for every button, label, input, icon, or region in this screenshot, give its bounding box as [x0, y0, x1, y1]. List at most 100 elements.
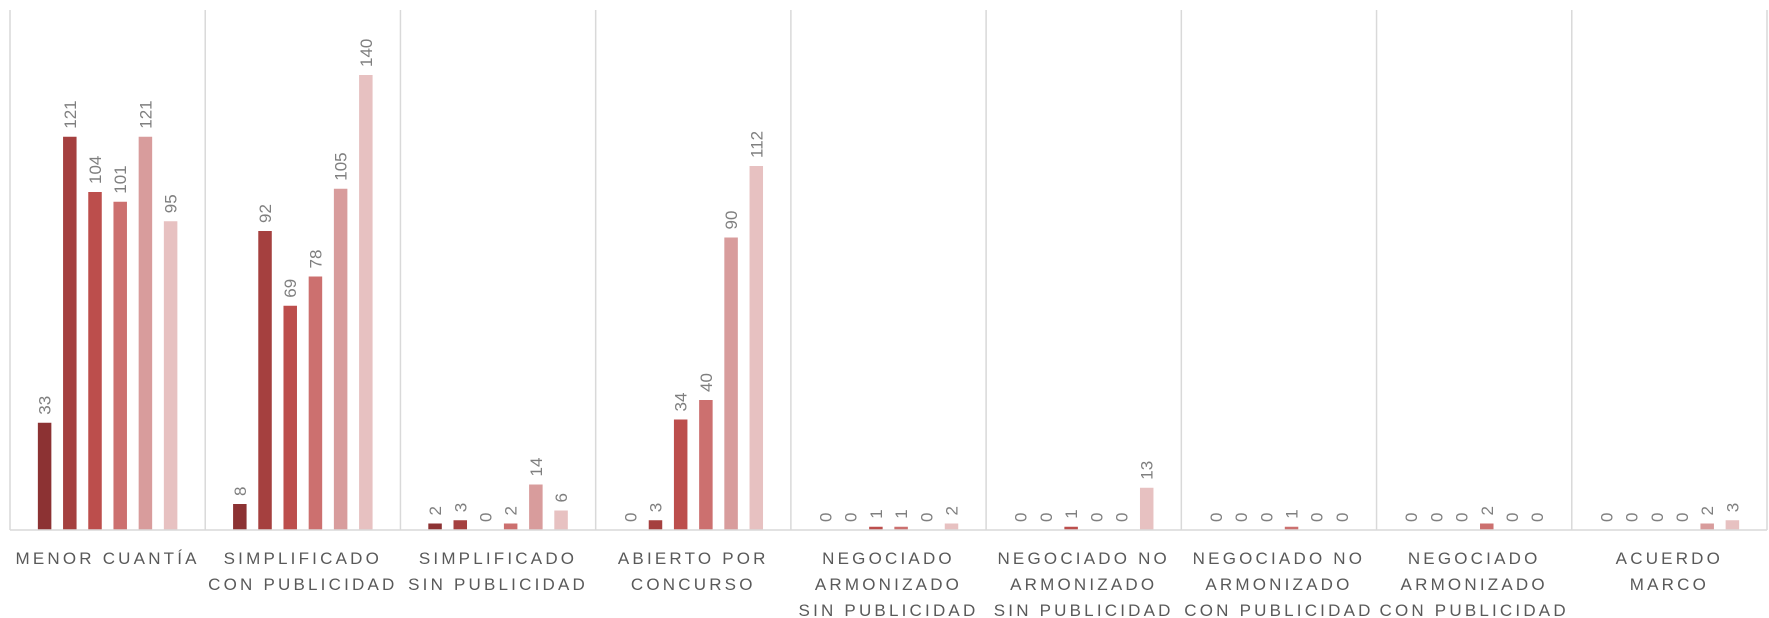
x-tick-label-line: SIN PUBLICIDAD [799, 601, 979, 618]
data-label: 0 [1087, 513, 1106, 522]
x-tick-label-line: MARCO [1630, 575, 1709, 594]
data-label: 121 [136, 100, 155, 128]
bar [894, 526, 908, 530]
data-label: 140 [357, 39, 376, 67]
bar [88, 192, 102, 530]
x-tick-label-line: SIMPLIFICADO [224, 549, 382, 568]
data-label: 2 [1698, 506, 1717, 515]
x-tick-label: NEGOCIADO NO ARMONIZADO CON PUBLICIDAD [1184, 549, 1373, 618]
data-label: 0 [1037, 513, 1056, 522]
bar [1480, 523, 1494, 530]
bar [1064, 526, 1078, 530]
x-tick-label: NEGOCIADO ARMONIZADO CON PUBLICIDAD [1380, 549, 1569, 618]
bar [37, 422, 52, 530]
data-label: 0 [1427, 513, 1446, 522]
data-label: 40 [697, 373, 716, 392]
data-label: 121 [61, 100, 80, 128]
x-tick-label-line: SIMPLIFICADO [419, 549, 577, 568]
data-label: 104 [86, 156, 105, 184]
bar [428, 523, 442, 530]
bars [37, 75, 1740, 530]
data-label: 2 [502, 506, 521, 515]
data-label: 101 [111, 165, 130, 193]
data-label: 0 [1232, 513, 1251, 522]
data-label: 0 [1308, 513, 1327, 522]
bar [554, 510, 568, 530]
data-label: 6 [552, 493, 571, 502]
bar [1725, 520, 1740, 530]
bar [308, 276, 323, 530]
data-label: 1 [1283, 509, 1302, 518]
x-tick-label-line: NEGOCIADO [822, 549, 955, 568]
x-tick-label-line: ARMONIZADO [1010, 575, 1157, 594]
x-tick-label-line: SIN PUBLICIDAD [408, 575, 588, 594]
data-label: 0 [1113, 513, 1132, 522]
data-label: 3 [451, 503, 470, 512]
x-tick-label-line: ACUERDO [1616, 549, 1723, 568]
bar [869, 526, 883, 530]
x-tick-label-line: MENOR CUANTÍA [16, 549, 200, 568]
data-label: 0 [817, 513, 836, 522]
bar [1139, 487, 1154, 530]
bar [359, 75, 373, 530]
bar [749, 166, 764, 530]
bar [333, 188, 348, 530]
x-tick-label: NEGOCIADO NO ARMONIZADO SIN PUBLICIDAD [994, 549, 1174, 618]
bar [1284, 526, 1299, 530]
data-label: 92 [256, 204, 275, 223]
data-label: 0 [1012, 513, 1031, 522]
bar [503, 523, 518, 530]
data-label: 8 [231, 487, 250, 496]
data-label: 90 [722, 211, 741, 230]
data-label: 0 [1528, 513, 1547, 522]
data-label: 95 [162, 194, 181, 213]
data-label: 0 [917, 513, 936, 522]
data-label: 0 [476, 513, 495, 522]
bar [63, 136, 77, 530]
x-tick-label: SIMPLIFICADO SIN PUBLICIDAD [408, 549, 588, 594]
x-tick-label-line: CON PUBLICIDAD [1380, 601, 1569, 618]
data-label: 13 [1138, 461, 1157, 480]
x-tick-label: NEGOCIADO ARMONIZADO SIN PUBLICIDAD [799, 549, 979, 618]
category-separators [9, 10, 1768, 530]
data-label: 0 [1333, 513, 1352, 522]
x-tick-label-line: CON PUBLICIDAD [208, 575, 397, 594]
x-tick-label-line: NEGOCIADO NO [1193, 549, 1366, 568]
bar [673, 419, 688, 530]
data-label: 0 [1207, 513, 1226, 522]
data-label: 0 [842, 513, 861, 522]
data-label: 0 [1402, 513, 1421, 522]
data-label: 105 [332, 152, 351, 180]
bar [163, 221, 178, 530]
data-label: 0 [1623, 513, 1642, 522]
data-label: 112 [747, 131, 766, 158]
x-tick-label-line: ARMONIZADO [815, 575, 962, 594]
data-label: 2 [426, 506, 445, 515]
data-label: 0 [1597, 513, 1616, 522]
data-label: 34 [672, 393, 691, 412]
bar [1700, 523, 1714, 530]
data-label: 0 [621, 513, 640, 522]
bar [138, 136, 153, 530]
x-tick-label-line: CONCURSO [631, 575, 756, 594]
data-label: 3 [646, 503, 665, 512]
x-tick-label: ABIERTO POR CONCURSO [618, 549, 769, 594]
data-label: 0 [1453, 513, 1472, 522]
data-label: 14 [527, 458, 546, 477]
data-label: 1 [1062, 509, 1081, 518]
data-label: 0 [1503, 513, 1522, 522]
x-tick-label-line: ARMONIZADO [1401, 575, 1548, 594]
data-label: 78 [306, 250, 325, 269]
x-axis-labels: MENOR CUANTÍA SIMPLIFICADO CON PUBLICIDAD S… [16, 549, 1723, 618]
data-label: 2 [943, 506, 962, 515]
x-tick-label-line: ABIERTO POR [618, 549, 769, 568]
x-tick-label: MENOR CUANTÍA [16, 549, 200, 568]
bar [453, 520, 468, 530]
data-label: 33 [36, 396, 55, 415]
data-label: 0 [1257, 513, 1276, 522]
data-label: 2 [1478, 506, 1497, 515]
x-tick-label-line: NEGOCIADO NO [997, 549, 1170, 568]
bar [724, 237, 738, 530]
